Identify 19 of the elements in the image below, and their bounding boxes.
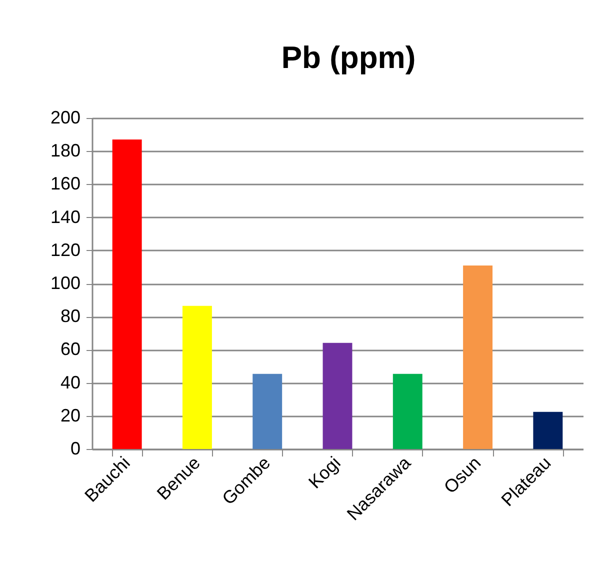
bar	[182, 306, 212, 449]
y-tick-label: 200	[50, 108, 80, 128]
chart-title: Pb (ppm)	[281, 40, 416, 75]
bar	[252, 374, 282, 449]
y-tick-label: 120	[50, 240, 80, 260]
bar	[463, 265, 493, 449]
y-tick-label: 180	[50, 140, 80, 161]
y-tick-label: 80	[60, 306, 80, 326]
y-tick-label: 140	[50, 206, 80, 227]
y-tick-label: 20	[60, 405, 80, 426]
bar	[322, 342, 352, 449]
bar	[533, 412, 563, 449]
y-tick-label: 160	[50, 174, 80, 194]
y-tick-label: 100	[50, 273, 80, 293]
y-tick-label: 60	[60, 339, 80, 360]
y-tick-label: 40	[60, 372, 80, 392]
bar	[392, 374, 422, 449]
y-tick-label: 0	[70, 438, 80, 458]
bar	[112, 140, 142, 449]
